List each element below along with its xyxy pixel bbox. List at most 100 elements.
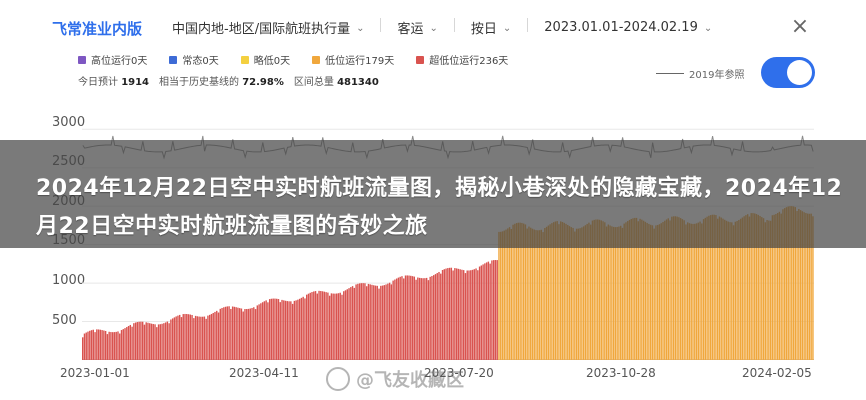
chart-bar — [325, 292, 327, 360]
chart-bar — [106, 334, 109, 360]
chart-bar — [270, 298, 273, 360]
chart-bar — [478, 266, 481, 360]
baseline-value: 72.98% — [242, 77, 284, 88]
chart-bar — [265, 300, 267, 360]
chart-bar — [330, 293, 333, 360]
chart-bar — [725, 220, 728, 360]
chart-bar — [427, 280, 430, 360]
chart-bar — [477, 270, 479, 360]
chart-bar — [514, 223, 516, 360]
chart-bar — [540, 229, 543, 360]
chart-bar — [471, 269, 474, 360]
chart-bar — [110, 332, 112, 360]
chart-bar — [759, 215, 761, 360]
chart-bar — [189, 314, 192, 360]
chart-bar — [97, 329, 100, 360]
chart-bar — [150, 323, 153, 360]
legend-label-low: 低位运行179天 — [325, 56, 395, 67]
chart-bar — [470, 270, 472, 360]
x-tick-2023-10-28: 2023-10-28 — [586, 366, 656, 380]
chart-bar — [681, 219, 684, 360]
chart-bar — [607, 224, 610, 360]
chart-bar — [692, 223, 694, 360]
chart-bar — [621, 227, 624, 360]
y-tick-3000: 3000 — [52, 115, 86, 130]
chart-bar — [233, 306, 236, 360]
chart-bar — [582, 226, 585, 360]
chart-bar — [510, 228, 513, 360]
chart-bar — [570, 227, 572, 360]
chart-bar — [447, 268, 449, 360]
chart-bar — [708, 215, 710, 360]
chart-bar — [388, 282, 391, 360]
watermark-logo-icon — [326, 367, 350, 391]
filter-passenger-label: 客运 — [397, 22, 424, 37]
chart-bar — [147, 322, 149, 360]
chart-bar — [545, 226, 548, 360]
chart-bar — [267, 302, 269, 360]
chart-bar — [247, 308, 250, 360]
chart-bar — [589, 224, 592, 360]
chart-bar — [658, 224, 661, 360]
chart-bar — [734, 221, 737, 360]
legend-label-super-low: 超低位运行236天 — [429, 56, 509, 67]
chart-bar — [560, 221, 562, 360]
chart-bar — [337, 293, 340, 360]
chart-bar — [429, 276, 431, 360]
chart-bar — [803, 212, 805, 360]
chart-bar — [664, 220, 666, 360]
chart-bar — [261, 302, 264, 360]
chart-bar — [581, 227, 583, 360]
chart-bar — [438, 271, 440, 360]
legend-swatch-high — [78, 55, 86, 64]
chart-bar — [364, 283, 366, 360]
chart-bar — [597, 219, 599, 360]
chart-bar — [739, 218, 742, 360]
chart-bar — [655, 225, 657, 360]
chart-bar — [314, 291, 317, 360]
reference-toggle[interactable] — [761, 57, 815, 88]
chart-bar — [131, 326, 133, 360]
chart-bar — [619, 225, 622, 360]
chart-bar — [713, 214, 715, 360]
chart-bar — [494, 260, 497, 360]
chart-bar — [466, 270, 468, 360]
chart-bar — [669, 220, 671, 360]
chart-bar — [649, 224, 652, 360]
x-tick-2023-04-11: 2023-04-11 — [229, 366, 299, 380]
chart-bar — [244, 309, 246, 360]
chart-bar — [156, 327, 158, 360]
chart-bar — [806, 213, 809, 360]
chart-bar — [290, 301, 292, 360]
chart-bar — [374, 285, 377, 360]
chart-bar — [251, 307, 253, 360]
close-icon[interactable]: × — [790, 14, 810, 39]
filter-granularity[interactable]: 按日 ⌄ — [469, 18, 513, 37]
chart-bar — [517, 222, 520, 360]
chart-bar — [82, 337, 84, 360]
chart-bar — [500, 231, 502, 360]
chart-bar — [512, 224, 514, 360]
chart-bar — [535, 230, 537, 360]
legend-item-slightly-low: 略低0天 — [240, 52, 290, 67]
chart-bar — [431, 276, 433, 360]
filter-region[interactable]: 中国内地-地区/国际航班执行量 ⌄ — [170, 18, 366, 37]
chart-bar — [784, 208, 786, 360]
chart-bar — [171, 318, 174, 360]
chart-bar — [154, 324, 156, 360]
x-tick-2024-02-05: 2024-02-05 — [742, 366, 812, 380]
chart-bar — [468, 270, 470, 360]
chart-bar — [641, 219, 643, 360]
chart-bar — [454, 268, 456, 360]
chart-bar — [281, 299, 283, 360]
chart-bar — [657, 224, 659, 360]
chart-bar — [736, 220, 738, 360]
chart-bar — [699, 221, 701, 360]
filter-date-range[interactable]: 2023.01.01-2024.02.19 ⌄ — [542, 18, 714, 37]
chart-bar — [706, 216, 708, 360]
chart-bar — [687, 222, 689, 360]
filter-passenger[interactable]: 客运 ⌄ — [395, 18, 439, 37]
chart-bar — [133, 323, 135, 360]
chart-bar — [307, 293, 310, 360]
chart-bar — [283, 300, 285, 360]
